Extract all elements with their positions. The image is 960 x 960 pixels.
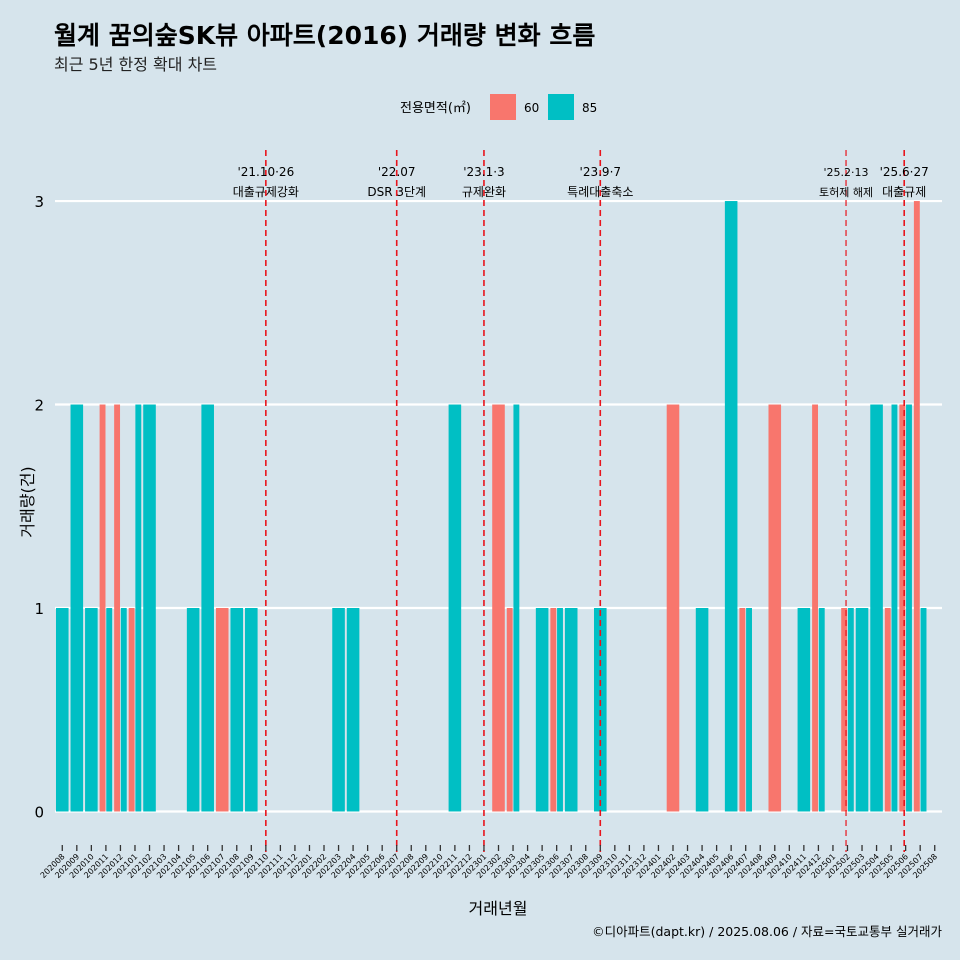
bar-202306-60 [550, 608, 557, 812]
bar-202012-60 [114, 404, 121, 812]
bar-202101-60 [128, 608, 135, 812]
bar-202503-85 [855, 608, 869, 812]
y-tick-label: 1 [34, 600, 44, 618]
bar-202008-85 [55, 608, 69, 812]
bar-202406-85 [724, 201, 738, 812]
bars [55, 201, 927, 812]
legend: 전용면적(㎡) 60 85 [400, 94, 597, 120]
bar-202307-85 [564, 608, 578, 812]
bar-202306-85 [557, 608, 563, 812]
y-axis-title: 거래량(건) [18, 466, 37, 537]
bar-202204-85 [346, 608, 360, 812]
bar-202507-85 [920, 608, 927, 812]
annotation-label: 토허제 해제 [819, 185, 873, 199]
bar-202402-60 [666, 404, 680, 812]
bar-202105-85 [186, 608, 200, 812]
annotation-date: '25.2·13 [824, 166, 869, 179]
annotation-date: '22.07 [378, 165, 416, 179]
annotation-date: '25.6·27 [880, 165, 929, 179]
x-axis: 2020082020092020102020112020122021012021… [39, 845, 939, 880]
bar-202504-85 [870, 404, 883, 812]
y-tick-label: 0 [34, 803, 44, 821]
bar-202502-60 [841, 608, 848, 812]
annotation-label: 대출규제 [882, 185, 926, 199]
annotation-label: 규제완화 [462, 185, 506, 199]
chart-subtitle: 최근 5년 한정 확대 차트 [54, 55, 217, 74]
bar-202108-85 [230, 608, 244, 812]
bar-202009-85 [70, 404, 84, 812]
bar-202502-85 [847, 608, 854, 812]
bar-202411-85 [797, 608, 811, 812]
bar-202302-60 [492, 404, 505, 812]
bar-202211-85 [448, 404, 462, 812]
bar-202412-85 [818, 608, 825, 812]
caption: ©디아파트(dapt.kr) / 2025.08.06 / 자료=국토교통부 실… [592, 924, 942, 939]
bar-202305-85 [535, 608, 549, 812]
annotation-date: '23.1·3 [463, 165, 504, 179]
y-tick-label: 2 [34, 397, 44, 415]
bar-202203-85 [332, 608, 345, 812]
annotation-date: '21.10·26 [237, 165, 294, 179]
bar-202109-85 [245, 608, 258, 812]
bar-202011-60 [99, 404, 106, 812]
legend-swatch-85 [548, 94, 574, 120]
legend-title: 전용면적(㎡) [400, 101, 471, 116]
bar-202303-85 [513, 404, 520, 812]
bar-202106-85 [201, 404, 214, 812]
x-axis-title: 거래년월 [469, 899, 528, 918]
legend-label-60: 60 [524, 101, 539, 115]
bar-202507-60 [913, 201, 920, 812]
annotation-label: 대출규제강화 [233, 185, 299, 199]
bar-202407-85 [746, 608, 752, 812]
bar-202409-60 [768, 404, 782, 812]
chart-title: 월계 꿈의숲SK뷰 아파트(2016) 거래량 변화 흐름 [54, 21, 595, 50]
bar-202102-85 [143, 404, 156, 812]
y-tick-label: 3 [34, 193, 44, 211]
bar-202506-60 [899, 404, 906, 812]
bar-202505-60 [884, 608, 891, 812]
annotation-date: '23.9·7 [580, 165, 621, 179]
bar-202412-60 [812, 404, 819, 812]
bar-202407-60 [739, 608, 746, 812]
bar-202505-85 [891, 404, 898, 812]
annotation-label: 특례대출축소 [567, 185, 633, 199]
bar-202107-60 [215, 608, 229, 812]
bar-202404-85 [695, 608, 709, 812]
bar-202010-85 [85, 608, 98, 812]
legend-label-85: 85 [582, 101, 597, 115]
bar-202303-60 [506, 608, 513, 812]
bar-202011-85 [106, 608, 113, 812]
bar-202309-85 [593, 608, 607, 812]
annotation-label: DSR 3단계 [367, 185, 426, 199]
legend-swatch-60 [490, 94, 516, 120]
annotations: '21.10·26 대출규제강화 '22.07 DSR 3단계 '23.1·3 규제완화 '… [233, 150, 929, 852]
bar-202012-85 [120, 608, 127, 812]
bar-202101-85 [135, 404, 142, 812]
y-axis: 0 1 2 3 [34, 193, 44, 821]
bar-202506-85 [906, 404, 912, 812]
